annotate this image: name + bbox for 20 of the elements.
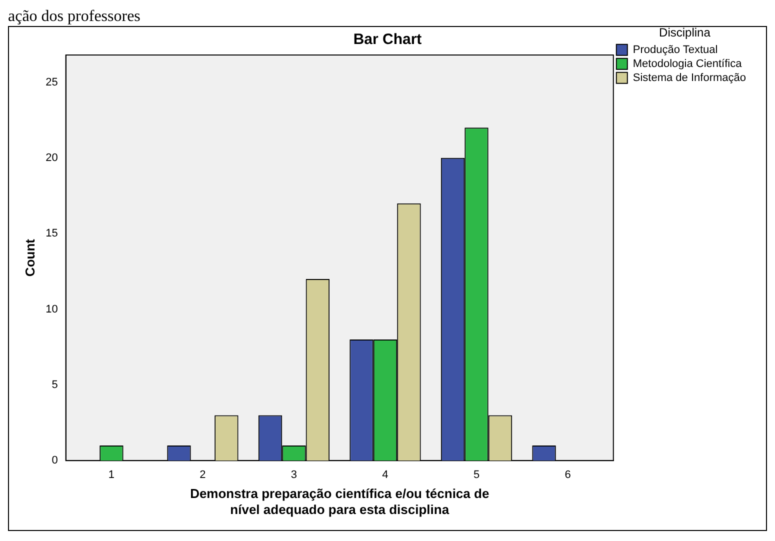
legend-label: Sistema de Informação [632,72,746,84]
y-tick-label: 15 [46,228,58,240]
x-tick-label: 5 [473,469,480,482]
chart-title: Bar Chart [353,31,422,48]
x-tick-label: 1 [108,469,115,482]
y-axis-title: Count [22,238,38,277]
x-tick-label: 4 [382,469,388,482]
y-tick-label: 10 [46,303,58,316]
y-tick-label: 25 [46,76,58,88]
x-axis-title: Demonstra preparação científica e/ou técnica de nível adequado para esta disciplina [190,486,490,517]
y-tick-label: 5 [52,378,58,391]
legend-title: Disciplina [659,25,711,40]
y-tick-label: 20 [46,152,58,164]
y-tick-label: 0 [52,454,58,467]
legend-label: Produção Textual [632,44,718,56]
x-tick-label: 6 [564,469,571,482]
x-tick-label: 3 [290,469,298,482]
text: ação dos professores [8,8,142,26]
x-tick-label: 2 [200,469,206,482]
legend-label: Metodologia Científica [632,58,743,70]
